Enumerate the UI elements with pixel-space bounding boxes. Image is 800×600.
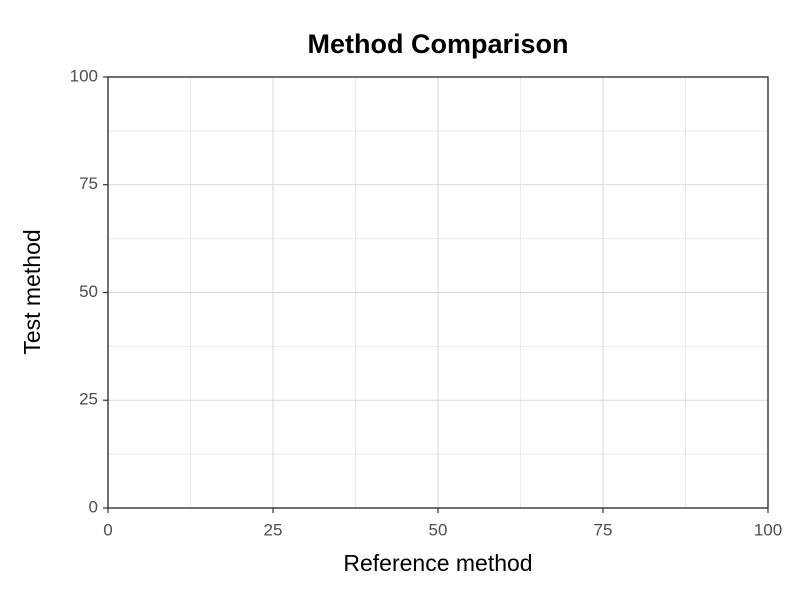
x-tick-label: 50	[429, 520, 448, 539]
x-tick-label: 75	[594, 520, 613, 539]
y-tick-label: 50	[79, 282, 98, 301]
x-axis-label: Reference method	[343, 550, 532, 576]
y-tick-label: 25	[79, 390, 98, 409]
y-tick-label: 75	[79, 174, 98, 193]
plot-border	[107, 76, 769, 509]
y-tick-label: 0	[89, 497, 98, 516]
x-tick-label: 0	[103, 520, 112, 539]
y-axis-label: Test method	[19, 229, 45, 354]
y-tick-label: 100	[70, 66, 98, 85]
x-tick-label: 25	[264, 520, 283, 539]
x-tick-label: 100	[754, 520, 782, 539]
chart-title: Method Comparison	[308, 29, 569, 59]
